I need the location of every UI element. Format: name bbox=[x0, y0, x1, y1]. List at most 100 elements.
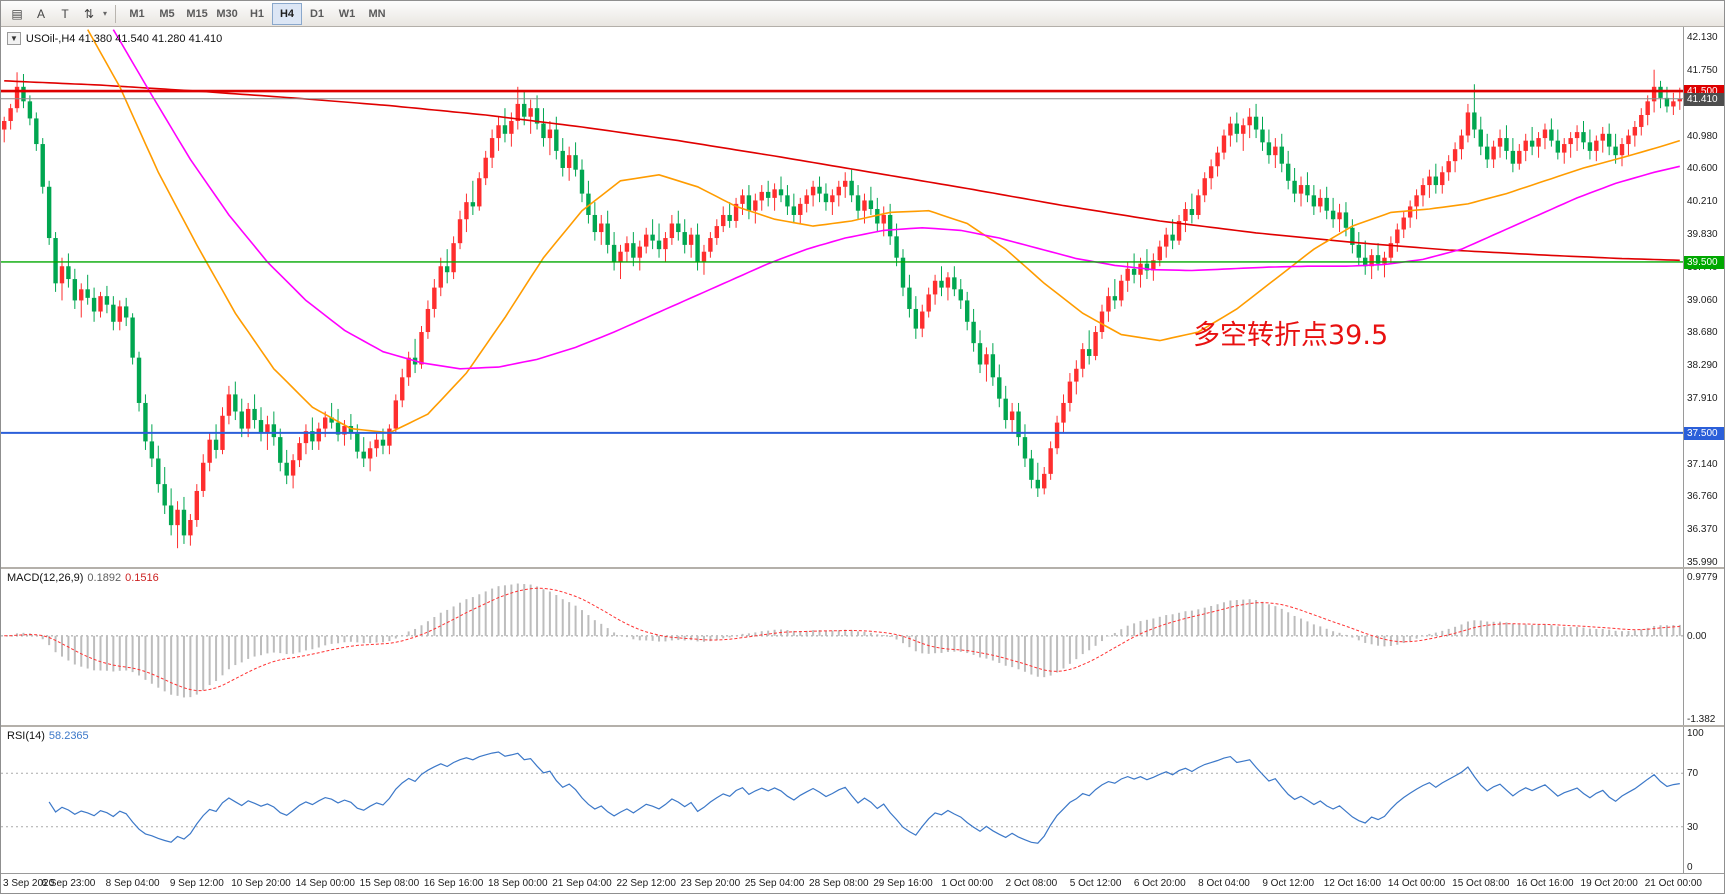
scale-tick-label: 40.210 bbox=[1687, 196, 1718, 208]
candle-down bbox=[1279, 146, 1284, 164]
scale-tick-label: 36.370 bbox=[1687, 524, 1718, 536]
candle-down bbox=[1311, 195, 1317, 207]
candle-up bbox=[1369, 255, 1374, 267]
candle-up bbox=[945, 277, 951, 288]
dropdown-caret-icon[interactable]: ▾ bbox=[103, 9, 108, 18]
chart-dropdown-button[interactable]: ▼ bbox=[7, 32, 21, 45]
macd-panel-separator[interactable] bbox=[1, 567, 1724, 569]
candle-down bbox=[46, 186, 52, 239]
candle-down bbox=[605, 223, 610, 245]
candle-up bbox=[316, 428, 321, 442]
candle-down bbox=[1234, 123, 1240, 134]
time-axis-label: 29 Sep 16:00 bbox=[873, 878, 933, 889]
candle-up bbox=[1568, 138, 1573, 145]
timeframe-button-mn[interactable]: MN bbox=[368, 7, 386, 20]
candle-down bbox=[746, 195, 752, 211]
candle-down bbox=[958, 289, 963, 301]
candle-down bbox=[149, 441, 155, 459]
candle-down bbox=[284, 462, 289, 476]
candle-up bbox=[1600, 133, 1605, 141]
candle-up bbox=[599, 223, 604, 233]
candle-down bbox=[964, 300, 970, 322]
candle-up bbox=[419, 332, 424, 365]
arrow-objects-button[interactable]: ⇅ bbox=[83, 6, 95, 21]
time-axis-label: 15 Sep 08:00 bbox=[359, 878, 420, 889]
time-axis-label: 25 Sep 04:00 bbox=[744, 878, 805, 889]
tool-icons: ▤ A T ⇅ ▾ bbox=[5, 3, 109, 25]
candle-down bbox=[1587, 142, 1593, 151]
candle-down bbox=[977, 343, 983, 365]
candle-down bbox=[676, 223, 681, 233]
candle-up bbox=[477, 178, 482, 207]
candle-down bbox=[887, 214, 893, 237]
candle-up bbox=[1183, 208, 1188, 221]
candle-up bbox=[618, 251, 623, 262]
candle-up bbox=[1202, 178, 1207, 196]
candle-down bbox=[791, 206, 797, 215]
candle-down bbox=[1189, 208, 1195, 215]
time-axis-label: 28 Sep 08:00 bbox=[809, 878, 869, 889]
candle-down bbox=[1253, 116, 1259, 130]
font-tool-button[interactable]: A bbox=[36, 6, 45, 21]
candle-up bbox=[688, 234, 694, 245]
time-axis-label: 19 Oct 20:00 bbox=[1580, 878, 1638, 889]
timeframe-button-h1[interactable]: H1 bbox=[249, 7, 265, 20]
candle-down bbox=[631, 243, 636, 258]
toolbar-separator bbox=[115, 4, 117, 23]
candle-up bbox=[1151, 260, 1156, 271]
timeframe-button-w1[interactable]: W1 bbox=[338, 7, 356, 20]
candle-up bbox=[1645, 101, 1650, 116]
candle-down bbox=[1343, 212, 1349, 228]
candle-up bbox=[323, 417, 328, 429]
candle-down bbox=[1029, 458, 1034, 480]
candle-down bbox=[162, 484, 167, 506]
scale-tick-label: 30 bbox=[1687, 821, 1699, 833]
candle-up bbox=[932, 280, 938, 295]
candle-up bbox=[1536, 138, 1541, 147]
candle-up bbox=[515, 103, 520, 121]
candle-down bbox=[855, 195, 861, 211]
candle-down bbox=[534, 108, 540, 124]
time-axis-label: 22 Sep 12:00 bbox=[616, 878, 676, 889]
candle-up bbox=[1273, 146, 1278, 156]
price-scale[interactable]: 42.13041.75040.98040.60040.21039.83039.4… bbox=[1683, 27, 1724, 873]
text-tool-button[interactable]: T bbox=[61, 6, 69, 21]
candle-down bbox=[1433, 176, 1439, 186]
candle-down bbox=[900, 257, 906, 288]
candle-up bbox=[1619, 144, 1625, 156]
scale-tick-label: 40.600 bbox=[1687, 162, 1718, 174]
candle-up bbox=[1176, 220, 1182, 241]
timeframe-button-m1[interactable]: M1 bbox=[129, 7, 145, 20]
timeframe-button-m15[interactable]: M15 bbox=[186, 7, 208, 20]
candle-up bbox=[1523, 140, 1528, 151]
candle-up bbox=[8, 108, 13, 121]
chart-ohlc-values: 41.380 41.540 41.280 41.410 bbox=[78, 33, 223, 45]
chart-window-icon[interactable]: ▤ bbox=[11, 6, 23, 21]
candle-up bbox=[984, 354, 989, 365]
candle-down bbox=[611, 244, 617, 262]
candle-up bbox=[1651, 86, 1657, 102]
time-axis[interactable]: 3 Sep 2020 6 Sep 23:00 8 Sep 04:00 9 Sep 12… bbox=[1, 874, 1724, 893]
timeframe-button-d1[interactable]: D1 bbox=[309, 7, 325, 20]
candle-up bbox=[175, 509, 180, 526]
time-axis-label: 3 Sep 2020 bbox=[3, 878, 55, 889]
timeframe-button-m30[interactable]: M30 bbox=[216, 7, 238, 20]
candle-down bbox=[560, 150, 565, 168]
candle-up bbox=[1009, 411, 1015, 421]
candle-up bbox=[194, 490, 200, 521]
candle-down bbox=[1144, 263, 1150, 271]
time-axis-border bbox=[1, 873, 1724, 874]
candle-up bbox=[843, 180, 848, 187]
timeframe-button-h4[interactable]: H4 bbox=[272, 2, 303, 25]
time-axis-label: 8 Oct 04:00 bbox=[1198, 878, 1250, 889]
rsi-panel-separator[interactable] bbox=[1, 725, 1724, 727]
turning-point-annotation[interactable]: 多空转折点39.5 bbox=[1193, 320, 1389, 351]
candle-down bbox=[1356, 244, 1361, 258]
timeframe-button-m5[interactable]: M5 bbox=[159, 7, 175, 20]
candle-up bbox=[483, 157, 488, 179]
candle-down bbox=[271, 424, 277, 438]
candle-down bbox=[849, 180, 854, 196]
scale-tick-label: 0 bbox=[1687, 862, 1693, 873]
